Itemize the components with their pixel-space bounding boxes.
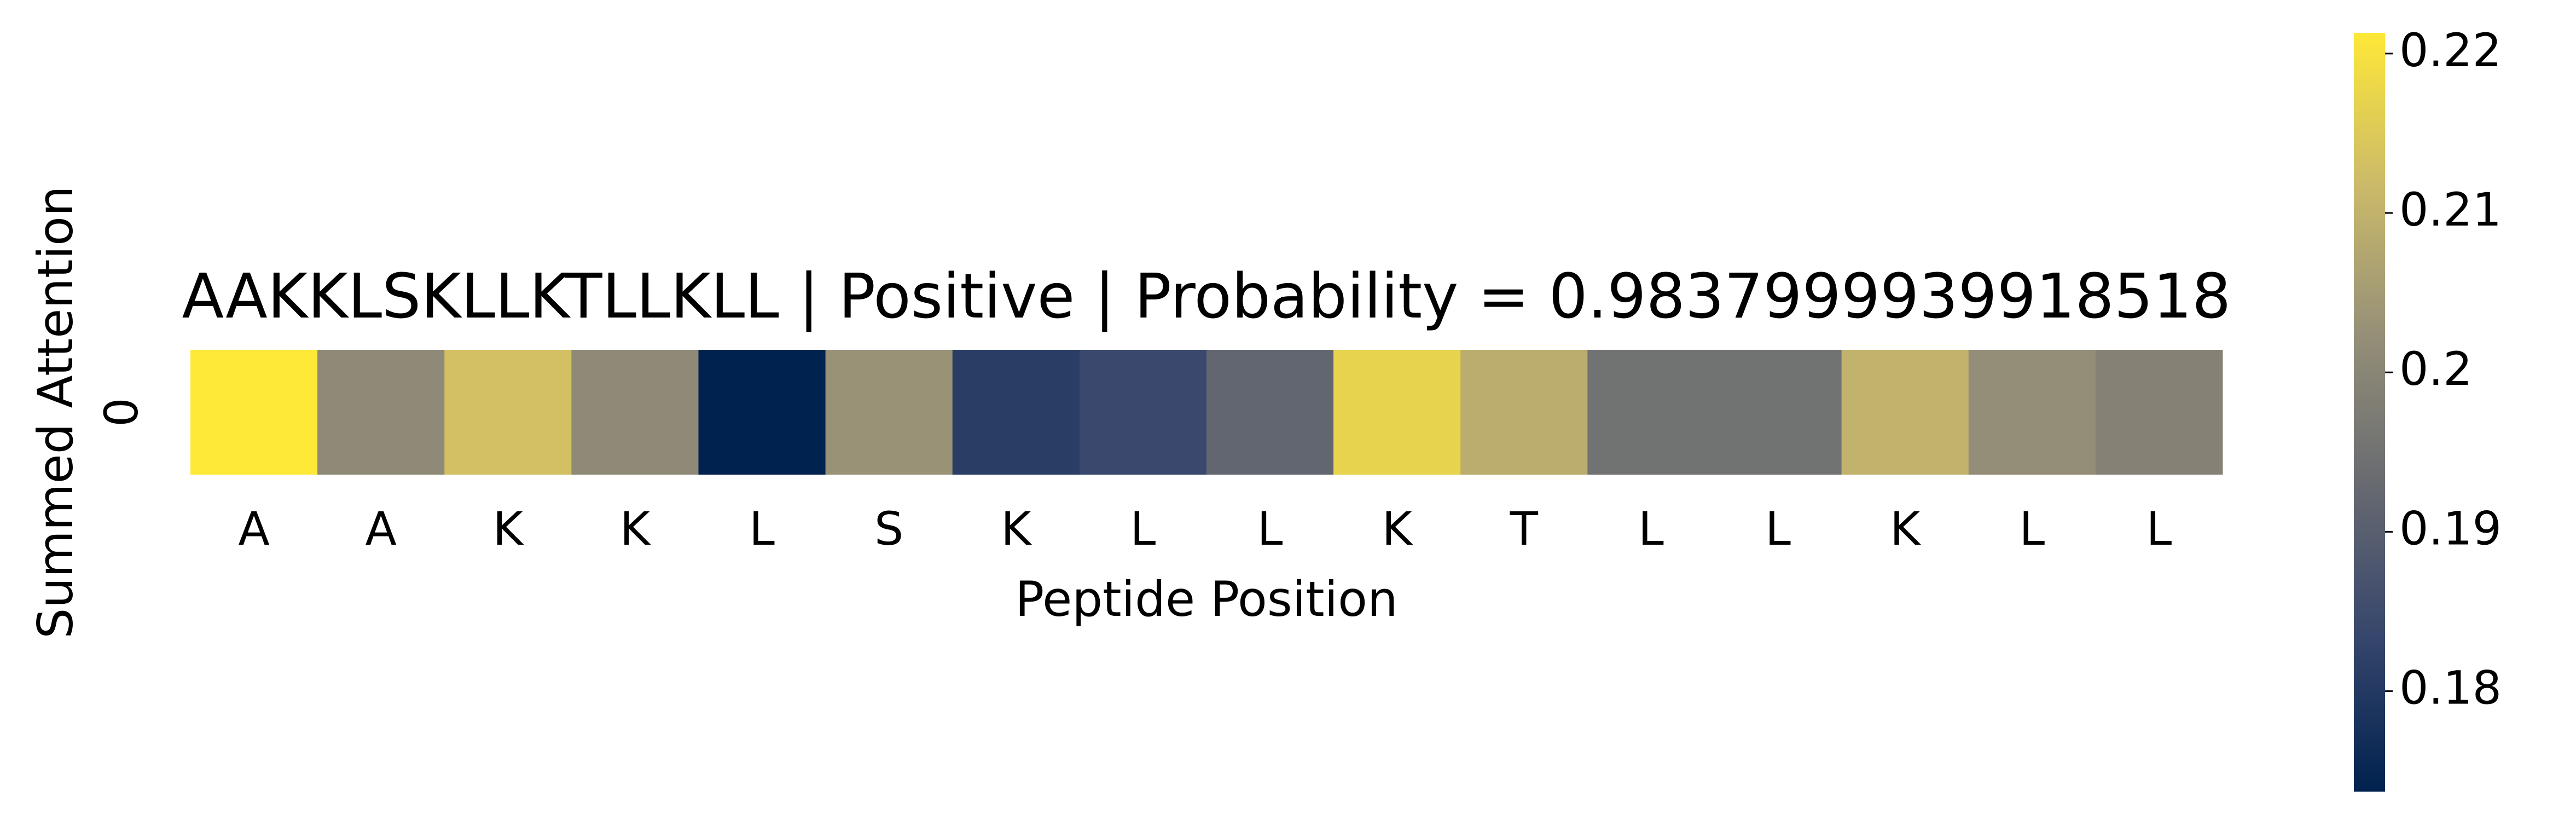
heatmap-cell <box>444 350 572 475</box>
heatmap-cell <box>1460 350 1588 475</box>
y-axis-label: Summed Attention <box>27 186 84 638</box>
heatmap-cell <box>2095 350 2223 475</box>
heatmap-cell <box>825 350 953 475</box>
x-tick-label: L <box>1765 502 1791 556</box>
heatmap-cell <box>571 350 699 475</box>
x-tick-label: S <box>874 502 903 556</box>
x-tick-label: L <box>1130 502 1156 556</box>
x-tick-label: K <box>1890 502 1921 556</box>
x-tick-label: L <box>2146 502 2172 556</box>
x-tick-label: L <box>1638 502 1664 556</box>
x-tick-label: A <box>365 502 396 556</box>
x-tick-label: L <box>2019 502 2045 556</box>
colorbar <box>2354 33 2385 792</box>
x-tick-label: K <box>1001 502 1032 556</box>
heatmap-cell <box>1587 350 1715 475</box>
heatmap-cell <box>190 350 318 475</box>
heatmap-cell <box>1333 350 1461 475</box>
heatmap-cell <box>1079 350 1207 475</box>
colorbar-tick-label: 0.18 <box>2399 661 2502 714</box>
x-tick-label: A <box>238 502 269 556</box>
heatmap-cell <box>1841 350 1969 475</box>
x-axis-label: Peptide Position <box>1015 571 1398 627</box>
colorbar-tick-label: 0.22 <box>2399 24 2502 77</box>
colorbar-tick-label: 0.21 <box>2399 183 2502 236</box>
heatmap-cell <box>698 350 826 475</box>
y-tick-label: 0 <box>95 397 148 426</box>
x-tick-label: T <box>1510 502 1539 556</box>
x-tick-label: L <box>749 502 775 556</box>
colorbar-tick-label: 0.2 <box>2399 342 2473 396</box>
heatmap-cell <box>1968 350 2096 475</box>
chart-title: AAKKLSKLLKTLLKLL | Positive | Probabilit… <box>182 261 2231 332</box>
heatmap-cell <box>952 350 1080 475</box>
colorbar-tick-label: 0.19 <box>2399 501 2502 555</box>
x-tick-label: K <box>493 502 524 556</box>
heatmap-cell <box>317 350 445 475</box>
x-tick-label: K <box>1382 502 1413 556</box>
heatmap-cell <box>1714 350 1842 475</box>
x-tick-label: K <box>620 502 651 556</box>
heatmap-cell <box>1206 350 1334 475</box>
x-tick-label: L <box>1257 502 1283 556</box>
